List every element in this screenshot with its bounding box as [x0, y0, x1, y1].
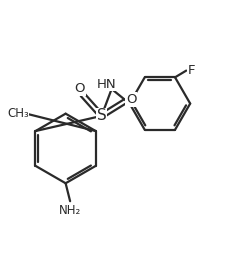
Text: NH₂: NH₂ [59, 204, 81, 217]
Text: O: O [125, 93, 136, 106]
Text: S: S [96, 108, 106, 123]
Text: F: F [187, 64, 195, 77]
Text: HN: HN [96, 78, 116, 91]
Text: O: O [74, 82, 85, 96]
Text: CH₃: CH₃ [7, 107, 29, 120]
